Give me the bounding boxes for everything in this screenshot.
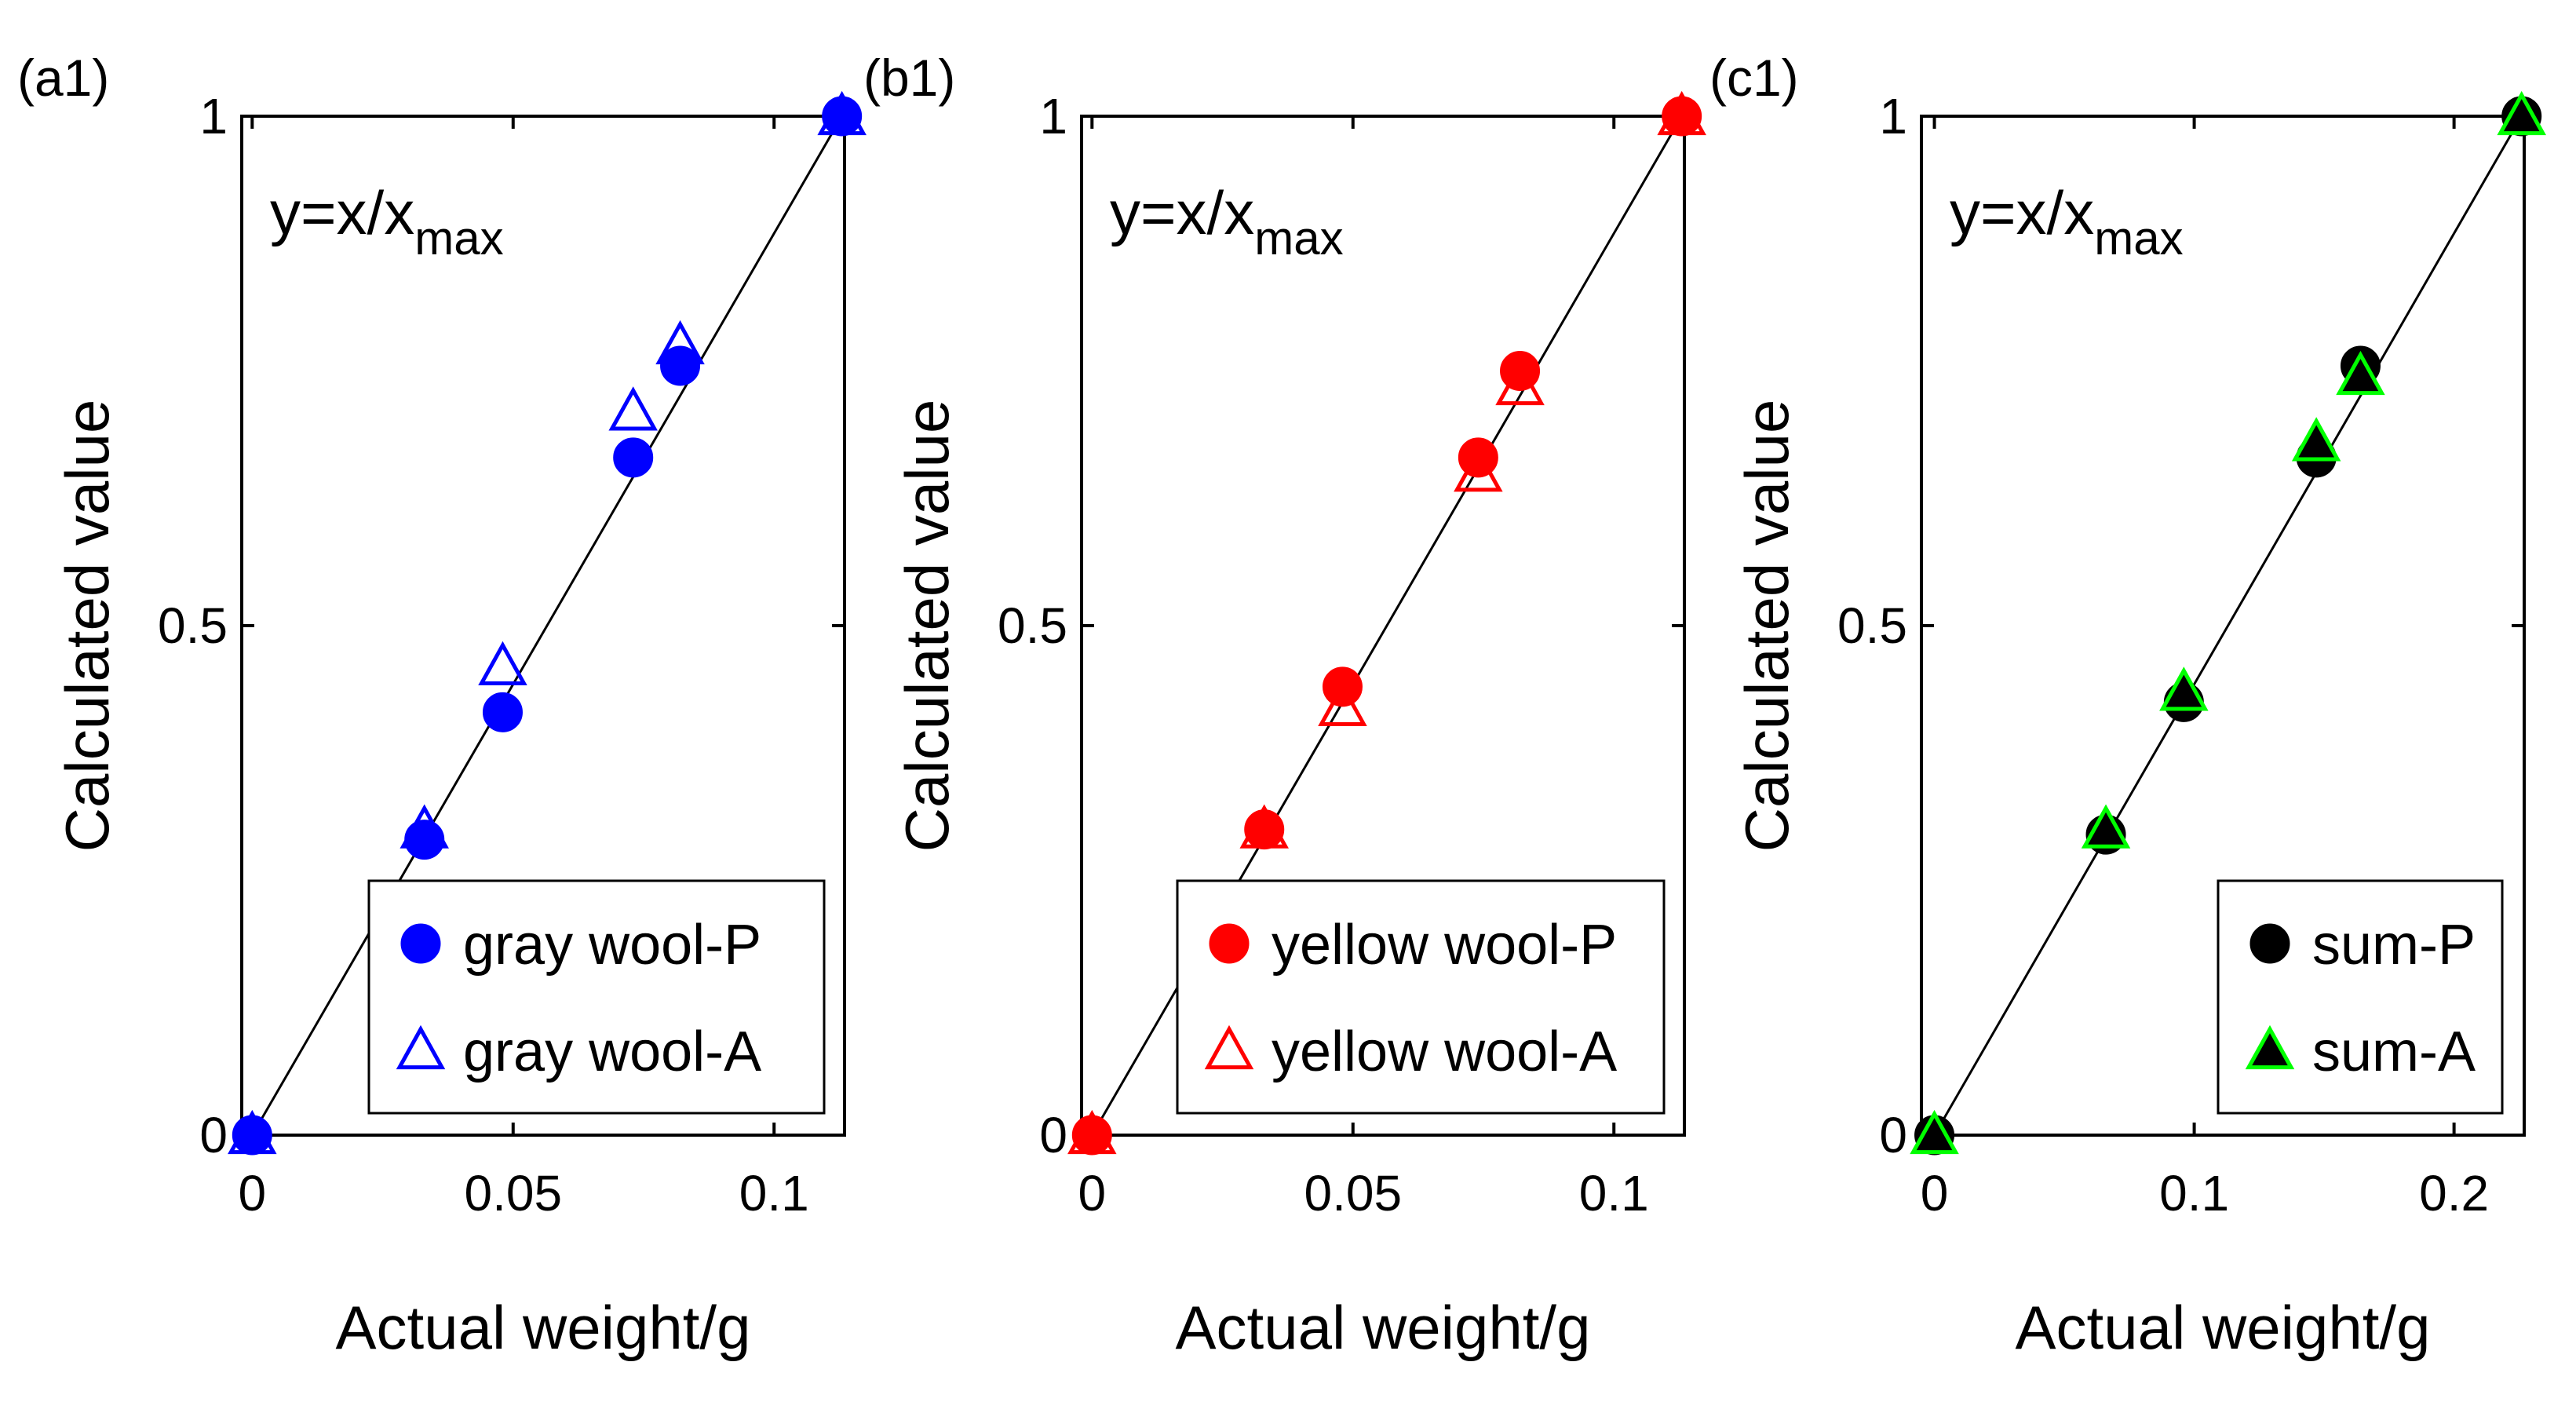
series-1 — [1067, 90, 1706, 1155]
equation-annotation: y=x/xmax — [1950, 178, 2184, 265]
legend-box — [1176, 879, 1666, 1115]
equation-annotation: y=x/xmax — [270, 178, 504, 265]
data-point — [2497, 90, 2546, 136]
equation-main: y=x/x — [1950, 178, 2094, 247]
data-point — [608, 386, 658, 431]
data-point — [400, 804, 449, 849]
legend-marker — [400, 923, 441, 964]
equation-subscript: max — [1254, 212, 1343, 265]
data-point — [478, 641, 527, 686]
data-point — [1454, 447, 1503, 492]
equation-main: y=x/x — [1110, 178, 1254, 247]
legend-label: gray wool-P — [463, 914, 761, 977]
legend-marker — [1209, 923, 1250, 964]
legend-label: gray wool-A — [463, 1021, 761, 1083]
data-point — [2336, 350, 2385, 396]
fit-line — [1933, 115, 2523, 1136]
y-tick-label: 1 — [1879, 88, 1907, 144]
legend-label: yellow wool-A — [1272, 1021, 1617, 1083]
legend-box — [2217, 879, 2504, 1115]
data-point — [817, 90, 867, 136]
data-point — [655, 319, 705, 365]
series-0 — [1071, 96, 1702, 1156]
equation-main: y=x/x — [270, 178, 414, 247]
equation-annotation: y=x/xmax — [1110, 178, 1344, 265]
x-axis-label: Actual weight/g — [2016, 1293, 2431, 1362]
legend: sum-P sum-A — [2217, 879, 2504, 1115]
panel-c1: 0 0.1 0.2 0 0.5 1 Actual weight/g Calculated va… — [1709, 49, 2546, 1362]
x-tick-label: 0.1 — [2159, 1165, 2229, 1221]
data-point — [1657, 90, 1706, 136]
x-tick-label: 0.1 — [1579, 1165, 1649, 1221]
x-axis-label: Actual weight/g — [336, 1293, 751, 1362]
fit-line — [251, 115, 843, 1136]
panel-label: (a1) — [17, 49, 109, 107]
y-axis-label: Calculated value — [53, 400, 122, 853]
x-tick-label: 0 — [1078, 1165, 1107, 1221]
y-tick-label: 1 — [199, 88, 228, 144]
data-point — [1239, 804, 1289, 849]
y-axis-label: Calculated value — [892, 400, 961, 853]
y-axis-label: Calculated value — [1732, 400, 1801, 853]
x-tick-label: 0.2 — [2419, 1165, 2489, 1221]
data-point — [1067, 1109, 1117, 1155]
y-tick-label: 0.5 — [1837, 597, 1907, 654]
data-point — [404, 820, 445, 860]
x-axis-label: Actual weight/g — [1176, 1293, 1591, 1362]
panel-label: (c1) — [1709, 49, 1799, 107]
legend-marker — [396, 1024, 446, 1070]
data-point — [2291, 417, 2341, 462]
panel-a1: 0 0.05 0.1 0 0.5 1 Actual weight/g Calculated v… — [17, 49, 867, 1362]
legend-label: sum-P — [2312, 914, 2476, 977]
legend-label: yellow wool-P — [1272, 914, 1617, 977]
data-point — [1458, 437, 1498, 478]
legend-box — [367, 879, 826, 1115]
y-tick-label: 0 — [1879, 1107, 1907, 1163]
legend-label: sum-A — [2312, 1021, 2476, 1083]
y-tick-label: 0 — [199, 1107, 228, 1163]
y-tick-label: 1 — [1039, 88, 1067, 144]
series-1 — [1910, 90, 2546, 1155]
data-point — [482, 692, 523, 732]
data-point — [613, 437, 654, 478]
panel-b1: 0 0.05 0.1 0 0.5 1 Actual weight/g Calculated v… — [863, 49, 1706, 1362]
y-tick-label: 0.5 — [998, 597, 1067, 654]
data-point — [1318, 681, 1367, 726]
legend: gray wool-P gray wool-A — [367, 879, 826, 1115]
x-tick-label: 0 — [1921, 1165, 1949, 1221]
data-point — [660, 345, 701, 386]
data-point — [228, 1109, 277, 1155]
data-point — [1500, 351, 1541, 391]
y-tick-label: 0.5 — [158, 597, 228, 654]
x-tick-label: 0.05 — [1304, 1165, 1402, 1221]
equation-subscript: max — [2094, 212, 2183, 265]
y-tick-label: 0 — [1039, 1107, 1067, 1163]
equation-subscript: max — [414, 212, 503, 265]
legend-marker — [1204, 1024, 1254, 1070]
data-point — [2081, 804, 2131, 849]
x-tick-label: 0.1 — [739, 1165, 809, 1221]
legend-marker — [2249, 923, 2290, 964]
legend-marker — [2245, 1024, 2295, 1070]
series-1 — [228, 90, 867, 1155]
data-point — [2159, 666, 2209, 711]
panel-label: (b1) — [863, 49, 955, 107]
legend: yellow wool-P yellow wool-A — [1176, 879, 1666, 1115]
series-0 — [232, 96, 863, 1156]
data-point — [1495, 360, 1545, 406]
x-tick-label: 0 — [239, 1165, 267, 1221]
data-point — [1910, 1109, 1959, 1155]
x-tick-label: 0.05 — [464, 1165, 562, 1221]
